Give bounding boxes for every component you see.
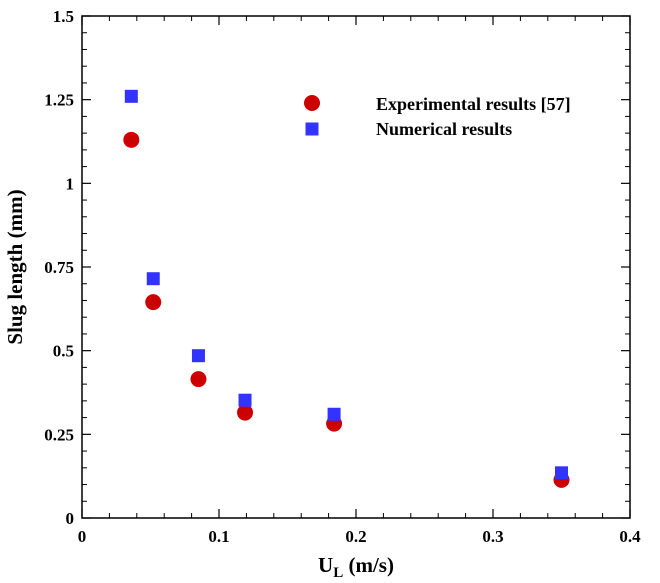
numerical-point — [327, 407, 341, 421]
numerical-point — [238, 393, 252, 407]
numerical-point — [146, 272, 160, 286]
legend: Experimental results [57] Numerical resu… — [304, 94, 571, 139]
plot-frame — [81, 15, 631, 519]
x-axis: 0 0.1 0.2 0.3 0.4 — [78, 16, 641, 546]
experimental-point — [123, 131, 140, 148]
y-tick-label: 0.5 — [53, 342, 74, 361]
data-series — [123, 89, 570, 488]
experimental-point — [190, 371, 207, 388]
x-axis-title: UL (m/s) — [318, 553, 394, 581]
numerical-point — [191, 349, 205, 363]
y-tick-label: 0 — [66, 509, 75, 528]
legend-marker-experimental — [304, 95, 320, 111]
x-axis-title-main: U — [318, 553, 333, 577]
y-tick-label: 0.75 — [44, 258, 74, 277]
numerical-point — [555, 466, 568, 480]
y-tick-label: 1 — [66, 174, 75, 193]
y-tick-label: 1.5 — [53, 7, 74, 26]
legend-label-experimental: Experimental results [57] — [376, 94, 571, 114]
y-axis: 0 0.25 0.5 0.75 1 1.25 1.5 — [44, 7, 630, 528]
numerical-point — [124, 89, 138, 103]
legend-marker-numerical — [305, 122, 319, 136]
x-axis-title-subscript: L — [333, 565, 343, 581]
x-tick-label: 0.3 — [482, 527, 503, 546]
y-tick-label: 0.25 — [44, 425, 74, 444]
x-tick-label: 0.1 — [208, 527, 229, 546]
x-tick-label: 0.4 — [619, 527, 641, 546]
experimental-point — [237, 404, 254, 421]
y-tick-label: 1.25 — [44, 91, 74, 110]
x-tick-label: 0.2 — [345, 527, 366, 546]
x-tick-label: 0 — [78, 527, 87, 546]
experimental-point — [145, 294, 162, 311]
legend-label-numerical: Numerical results — [376, 119, 512, 139]
y-axis-title: Slug length (mm) — [3, 189, 27, 344]
x-axis-title-unit: (m/s) — [343, 553, 394, 577]
